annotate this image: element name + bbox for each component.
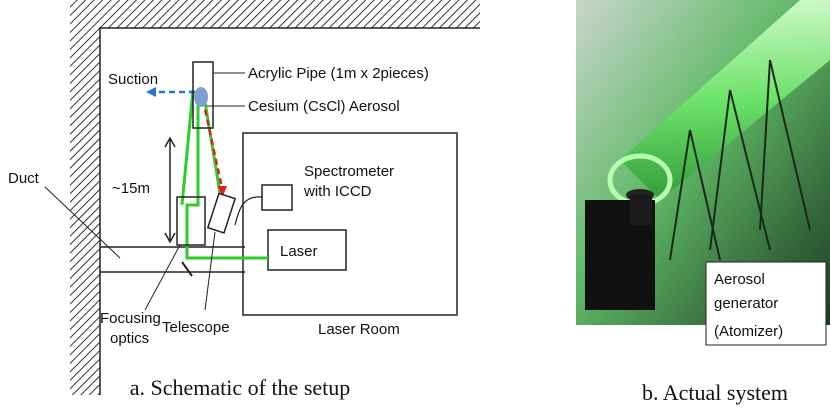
figure: Suction Acrylic Pipe (1m x 2pieces) Cesi…	[0, 0, 830, 410]
leader	[145, 245, 180, 310]
label: Aerosol	[714, 271, 765, 288]
fiber	[235, 197, 262, 225]
telescope	[208, 193, 235, 232]
label: Laser	[280, 243, 318, 260]
label: Spectrometer	[304, 163, 394, 180]
distance-arrow	[165, 138, 175, 242]
aerosol	[194, 87, 208, 107]
label: generator	[714, 295, 778, 312]
label: Laser Room	[318, 321, 400, 338]
label: Duct	[8, 170, 40, 187]
label: ~15m	[112, 180, 150, 197]
label: (Atomizer)	[714, 323, 783, 340]
caption: b. Actual system	[642, 380, 788, 405]
laser-room	[243, 133, 457, 315]
label: Telescope	[162, 319, 230, 336]
mirror	[182, 262, 192, 276]
label: with ICCD	[303, 183, 372, 200]
label: Acrylic Pipe (1m x 2pieces)	[248, 65, 429, 82]
caption: a. Schematic of the setup	[130, 375, 351, 400]
laser-beam	[182, 90, 268, 258]
label: Cesium (CsCl) Aerosol	[248, 98, 400, 115]
leader	[205, 232, 215, 310]
label: Suction	[108, 71, 158, 88]
spectrometer-box	[262, 185, 292, 210]
label: Focusing	[100, 310, 161, 327]
label: optics	[110, 330, 149, 347]
arrowhead	[146, 87, 156, 97]
